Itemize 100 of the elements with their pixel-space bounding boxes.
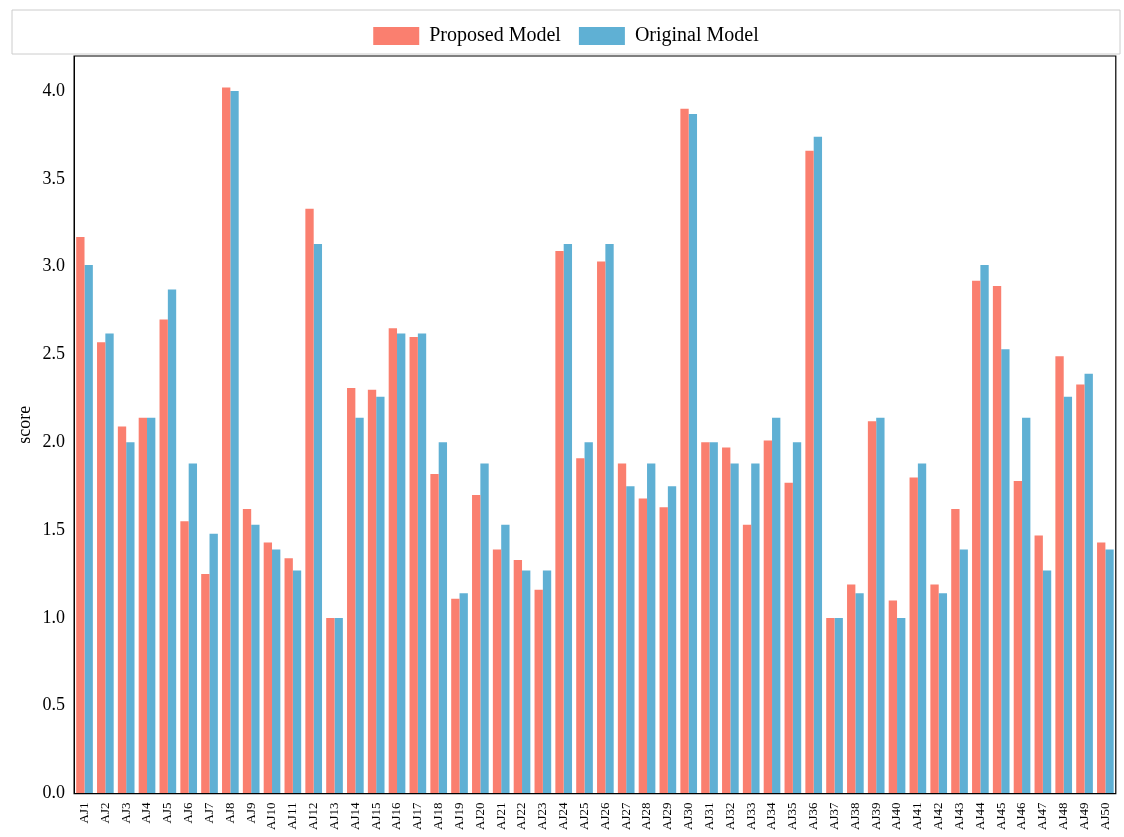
bar (772, 417, 781, 794)
bar (605, 243, 614, 794)
bar (597, 261, 606, 794)
bar (105, 333, 114, 794)
bar (805, 150, 814, 794)
x-tick-label: AJ41 (909, 802, 925, 831)
bar (763, 440, 773, 794)
x-tick-label: AJ34 (763, 802, 779, 831)
bar (992, 286, 1002, 794)
x-tick-label: AJ21 (492, 802, 508, 831)
bar (1034, 535, 1043, 794)
bar (1022, 417, 1031, 794)
bar (784, 482, 793, 794)
bar (417, 333, 427, 794)
y-tick-label: 0.5 (42, 694, 66, 715)
bar (742, 524, 752, 794)
bar (867, 421, 877, 794)
bar (347, 387, 356, 794)
y-tick-label: 3.5 (42, 167, 66, 188)
bar (147, 417, 156, 794)
x-tick-label: AJ10 (263, 802, 279, 831)
bar (730, 463, 739, 794)
y-tick-label: 4.0 (42, 79, 66, 100)
x-tick-label: AJ47 (1034, 802, 1050, 831)
bar (701, 442, 710, 794)
bar (563, 243, 573, 794)
bar (180, 521, 189, 794)
bar (680, 108, 689, 794)
bar (1084, 373, 1093, 794)
x-tick-label: AJ28 (638, 802, 654, 831)
bar (938, 593, 948, 794)
bar (138, 417, 148, 794)
bar (84, 264, 93, 794)
x-tick-label: AJ20 (471, 802, 487, 831)
x-tick-label: AJ16 (388, 802, 404, 831)
bar (367, 389, 377, 794)
x-tick-label: AJ40 (888, 802, 904, 831)
bar (1001, 349, 1010, 794)
bar (834, 617, 843, 794)
bar (313, 243, 323, 794)
bar (201, 574, 210, 794)
legend-label: Proposed Model (429, 23, 562, 47)
x-tick-label: AJ42 (930, 802, 946, 831)
x-tick-label: AJ15 (367, 802, 383, 831)
x-tick-label: AJ33 (742, 802, 758, 831)
bar (1076, 384, 1085, 794)
bar (1042, 570, 1052, 794)
bar (251, 524, 260, 794)
x-tick-label: AJ2 (96, 802, 112, 824)
bar (659, 507, 668, 794)
x-tick-label: AJ8 (221, 802, 237, 824)
x-tick-label: AJ38 (846, 802, 862, 831)
bar (355, 417, 364, 794)
x-tick-label: AJ7 (200, 802, 216, 824)
x-tick-label: AJ45 (992, 802, 1008, 831)
x-tick-label: AJ26 (596, 802, 612, 831)
bar (647, 463, 656, 794)
x-tick-label: AJ25 (575, 802, 591, 831)
bar (792, 442, 802, 794)
bar (292, 570, 302, 794)
bar (263, 542, 273, 794)
bar (576, 458, 585, 794)
x-tick-label: AJ12 (305, 802, 321, 831)
bar (951, 509, 960, 794)
bar (230, 91, 239, 794)
bar (438, 442, 448, 794)
bar (222, 87, 231, 794)
x-tick-label: AJ39 (867, 802, 883, 831)
bar (688, 113, 698, 794)
x-tick-label: AJ50 (1096, 802, 1112, 831)
bar (722, 447, 731, 794)
x-tick-label: AJ1 (75, 802, 91, 824)
x-tick-label: AJ37 (825, 802, 841, 831)
bar (813, 136, 823, 794)
bar (522, 570, 531, 794)
x-tick-label: AJ48 (1055, 802, 1071, 831)
bar (159, 319, 168, 794)
legend-label: Original Model (634, 23, 760, 47)
bar (626, 486, 635, 794)
x-tick-label: AJ19 (450, 802, 466, 831)
bar (638, 498, 648, 794)
bar (513, 559, 523, 794)
bar (959, 549, 968, 794)
bar (272, 549, 281, 794)
x-tick-label: AJ5 (159, 802, 175, 824)
bar (472, 495, 481, 794)
bar (242, 509, 252, 794)
bar (409, 336, 418, 794)
bar (97, 342, 106, 794)
bar (126, 442, 135, 794)
x-tick-label: AJ36 (805, 802, 821, 831)
bar (430, 473, 439, 794)
bar (334, 617, 343, 794)
x-tick-label: AJ44 (971, 802, 987, 831)
bar (397, 333, 406, 794)
x-tick-label: AJ11 (284, 802, 300, 830)
bar (930, 584, 939, 794)
bar (305, 208, 314, 794)
y-tick-label: 3.0 (42, 255, 66, 276)
bar (876, 417, 885, 794)
